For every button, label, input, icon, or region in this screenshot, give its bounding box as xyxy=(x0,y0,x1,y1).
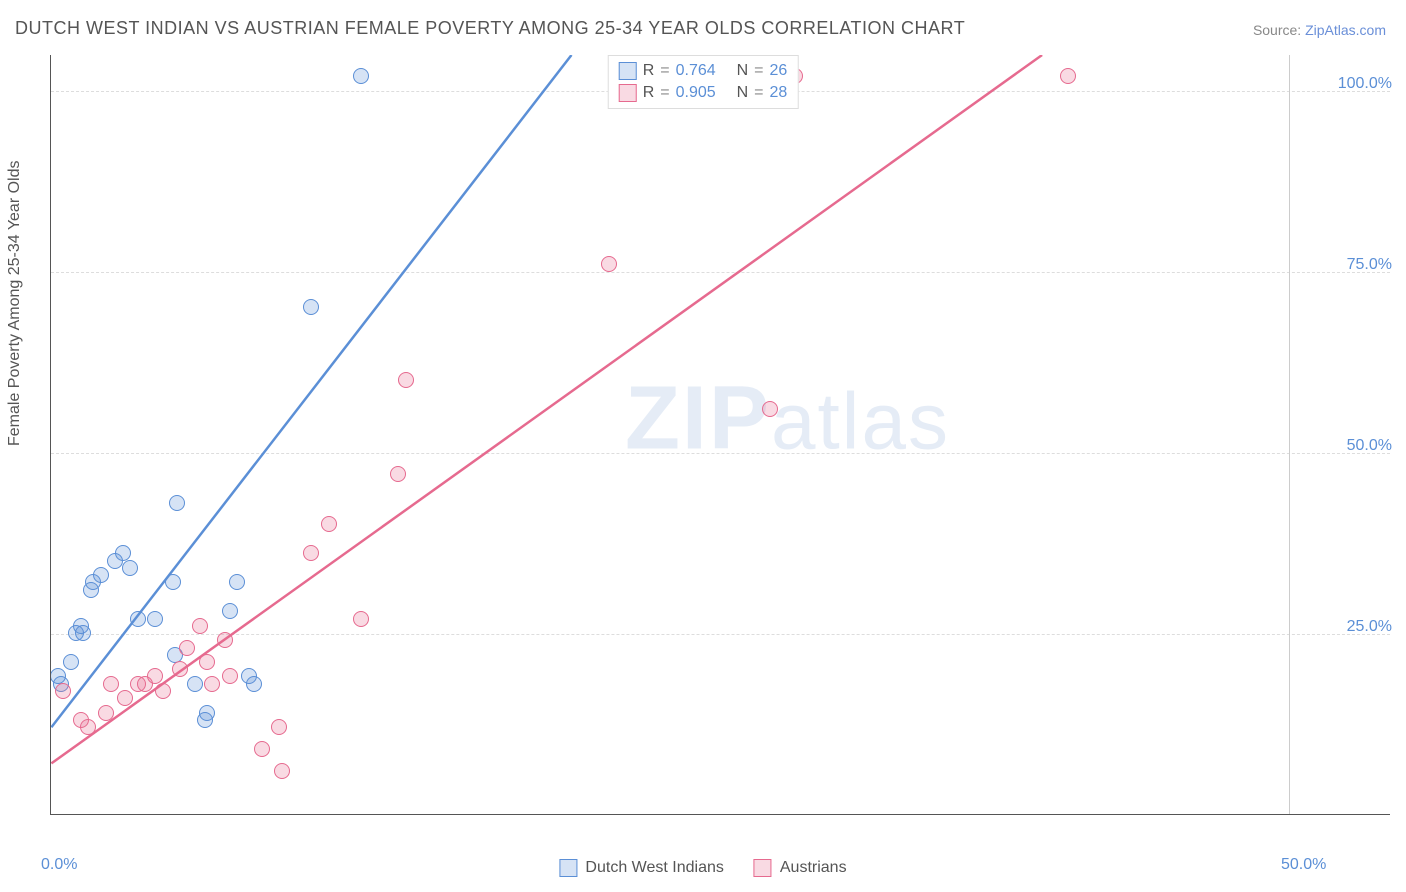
regression-line xyxy=(51,55,571,727)
legend-N-label-1: N xyxy=(737,62,749,80)
y-tick: 25.0% xyxy=(1322,618,1392,636)
legend-label-1: Dutch West Indians xyxy=(585,859,723,877)
data-point xyxy=(55,683,71,699)
data-point xyxy=(130,611,146,627)
swatch-bottom-2 xyxy=(754,859,772,877)
plot-inner: ZIPatlas xyxy=(51,55,1390,814)
data-point xyxy=(321,516,337,532)
data-point xyxy=(165,574,181,590)
data-point xyxy=(192,618,208,634)
legend-R-value-1: 0.764 xyxy=(676,62,716,80)
legend-eq-2b: = xyxy=(754,84,763,102)
chart-container: DUTCH WEST INDIAN VS AUSTRIAN FEMALE POV… xyxy=(0,0,1406,892)
data-point xyxy=(246,676,262,692)
data-point xyxy=(398,372,414,388)
legend-row-series-2: R = 0.905 N = 28 xyxy=(619,82,788,104)
data-point xyxy=(80,719,96,735)
legend-label-2: Austrians xyxy=(780,859,847,877)
data-point xyxy=(222,603,238,619)
data-point xyxy=(93,567,109,583)
legend-row-series-1: R = 0.764 N = 26 xyxy=(619,60,788,82)
legend-N-value-1: 26 xyxy=(769,62,787,80)
legend-eq-2a: = xyxy=(660,84,669,102)
legend-eq-1a: = xyxy=(660,62,669,80)
data-point xyxy=(217,632,233,648)
chart-title: DUTCH WEST INDIAN VS AUSTRIAN FEMALE POV… xyxy=(15,18,965,39)
y-tick: 75.0% xyxy=(1322,256,1392,274)
data-point xyxy=(204,676,220,692)
plot-area: ZIPatlas 25.0%50.0%75.0%100.0% 0.0%50.0% xyxy=(50,55,1390,815)
data-point xyxy=(390,466,406,482)
data-point xyxy=(274,763,290,779)
data-point xyxy=(199,705,215,721)
x-tick: 50.0% xyxy=(1281,856,1326,874)
legend-item-series-2: Austrians xyxy=(754,859,847,877)
data-point xyxy=(303,545,319,561)
swatch-series-1 xyxy=(619,62,637,80)
legend-N-value-2: 28 xyxy=(769,84,787,102)
legend-item-series-1: Dutch West Indians xyxy=(559,859,723,877)
data-point xyxy=(1060,68,1076,84)
y-tick: 50.0% xyxy=(1322,437,1392,455)
swatch-series-2 xyxy=(619,84,637,102)
data-point xyxy=(155,683,171,699)
legend-R-label-2: R xyxy=(643,84,655,102)
source-label: Source: xyxy=(1253,22,1305,38)
data-point xyxy=(254,741,270,757)
data-point xyxy=(98,705,114,721)
legend-R-label-1: R xyxy=(643,62,655,80)
data-point xyxy=(75,625,91,641)
data-point xyxy=(117,690,133,706)
data-point xyxy=(303,299,319,315)
data-point xyxy=(601,256,617,272)
data-point xyxy=(187,676,203,692)
data-point xyxy=(172,661,188,677)
data-point xyxy=(271,719,287,735)
data-point xyxy=(222,668,238,684)
data-point xyxy=(353,68,369,84)
legend-eq-1b: = xyxy=(754,62,763,80)
source-link[interactable]: ZipAtlas.com xyxy=(1305,22,1386,38)
swatch-bottom-1 xyxy=(559,859,577,877)
data-point xyxy=(229,574,245,590)
legend-series: Dutch West Indians Austrians xyxy=(559,859,846,877)
data-point xyxy=(353,611,369,627)
x-tick: 0.0% xyxy=(41,856,77,874)
data-point xyxy=(199,654,215,670)
regression-lines xyxy=(51,55,1390,814)
legend-N-label-2: N xyxy=(737,84,749,102)
data-point xyxy=(63,654,79,670)
data-point xyxy=(147,611,163,627)
data-point xyxy=(179,640,195,656)
data-point xyxy=(122,560,138,576)
y-axis-label: Female Poverty Among 25-34 Year Olds xyxy=(6,161,24,447)
legend-correlation: R = 0.764 N = 26 R = 0.905 N = 28 xyxy=(608,55,799,109)
source-attribution: Source: ZipAtlas.com xyxy=(1253,22,1386,38)
data-point xyxy=(103,676,119,692)
data-point xyxy=(762,401,778,417)
legend-R-value-2: 0.905 xyxy=(676,84,716,102)
y-tick: 100.0% xyxy=(1322,75,1392,93)
data-point xyxy=(169,495,185,511)
